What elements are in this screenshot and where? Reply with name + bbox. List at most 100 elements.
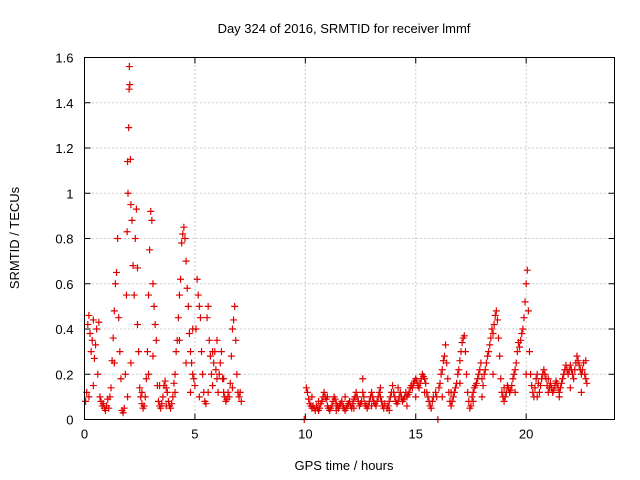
data-point xyxy=(405,388,413,396)
data-point xyxy=(89,316,97,324)
data-point xyxy=(415,384,423,392)
data-point xyxy=(107,384,115,392)
data-point xyxy=(125,85,133,93)
data-point xyxy=(128,216,136,224)
data-point xyxy=(421,375,429,383)
data-point xyxy=(157,404,165,412)
data-point xyxy=(227,352,235,360)
data-point xyxy=(575,361,583,369)
data-point xyxy=(508,382,516,390)
data-point xyxy=(82,397,90,405)
data-point xyxy=(452,384,459,392)
data-point xyxy=(132,205,140,213)
data-point xyxy=(171,370,179,378)
y-axis: 0 0.2 0.4 0.6 0.8 1 1.2 1.4 1.6 xyxy=(55,51,615,428)
data-point xyxy=(209,382,217,390)
data-point xyxy=(480,370,488,378)
data-point xyxy=(495,334,503,342)
data-point xyxy=(228,325,236,333)
data-point xyxy=(511,366,519,374)
grid-lines xyxy=(84,57,615,420)
data-point xyxy=(501,393,509,401)
data-point xyxy=(235,393,243,401)
data-point xyxy=(92,341,100,349)
data-point xyxy=(105,404,113,412)
data-point xyxy=(479,382,487,390)
plot-frame xyxy=(84,57,615,420)
data-point xyxy=(461,348,469,356)
data-point xyxy=(131,235,139,242)
data-point xyxy=(126,81,134,89)
data-point xyxy=(85,311,93,319)
data-point xyxy=(513,348,521,356)
data-point xyxy=(114,235,122,242)
data-point xyxy=(161,377,169,385)
data-point xyxy=(180,223,188,231)
data-point xyxy=(454,370,462,378)
data-point xyxy=(110,359,118,367)
data-point xyxy=(226,379,234,387)
data-point xyxy=(146,246,154,254)
data-point xyxy=(582,375,590,383)
x-tick-label: 20 xyxy=(519,427,533,442)
data-point xyxy=(182,257,190,265)
data-point xyxy=(460,332,468,340)
data-point xyxy=(159,393,167,401)
data-point xyxy=(468,393,476,401)
data-point xyxy=(175,336,183,344)
data-point xyxy=(540,366,548,374)
data-point xyxy=(145,291,153,299)
data-point xyxy=(376,384,384,392)
data-point xyxy=(148,216,156,224)
data-point xyxy=(485,348,493,356)
data-point xyxy=(204,302,212,310)
data-point xyxy=(436,379,444,387)
data-point xyxy=(448,397,456,405)
x-tick-label: 0 xyxy=(81,427,88,442)
data-point xyxy=(122,291,130,299)
data-point xyxy=(510,370,518,378)
data-point xyxy=(184,302,192,310)
data-point xyxy=(150,302,158,310)
data-point xyxy=(117,375,125,383)
data-point xyxy=(196,314,204,322)
data-point xyxy=(125,124,133,132)
data-point xyxy=(559,375,567,383)
data-point xyxy=(478,393,486,401)
data-point xyxy=(566,361,574,369)
data-point xyxy=(353,393,361,401)
data-point xyxy=(87,348,95,356)
data-point xyxy=(178,239,186,247)
data-point xyxy=(106,393,114,401)
data-point xyxy=(124,393,132,401)
data-point xyxy=(360,393,368,401)
data-point xyxy=(496,352,504,360)
data-point xyxy=(189,370,197,378)
data-point xyxy=(573,352,581,360)
data-point xyxy=(135,348,143,356)
data-point xyxy=(140,402,148,410)
data-point xyxy=(111,280,119,288)
data-point xyxy=(152,336,160,344)
data-point xyxy=(349,400,357,408)
x-tick-label: 10 xyxy=(298,427,312,442)
data-point xyxy=(531,384,539,392)
data-point xyxy=(555,393,563,401)
x-tick-label: 5 xyxy=(191,427,198,442)
data-point xyxy=(550,386,558,394)
data-point xyxy=(375,388,383,396)
data-point xyxy=(529,388,537,396)
data-point xyxy=(181,235,189,242)
data-point xyxy=(447,388,455,396)
data-point xyxy=(438,393,446,401)
data-point xyxy=(519,325,527,333)
data-point xyxy=(537,382,545,390)
data-point xyxy=(443,359,451,367)
data-point xyxy=(368,402,376,410)
data-point xyxy=(84,320,92,328)
data-point xyxy=(199,370,207,378)
data-point xyxy=(422,379,430,387)
data-point xyxy=(447,402,455,410)
data-point xyxy=(490,320,498,328)
data-point xyxy=(158,400,166,408)
